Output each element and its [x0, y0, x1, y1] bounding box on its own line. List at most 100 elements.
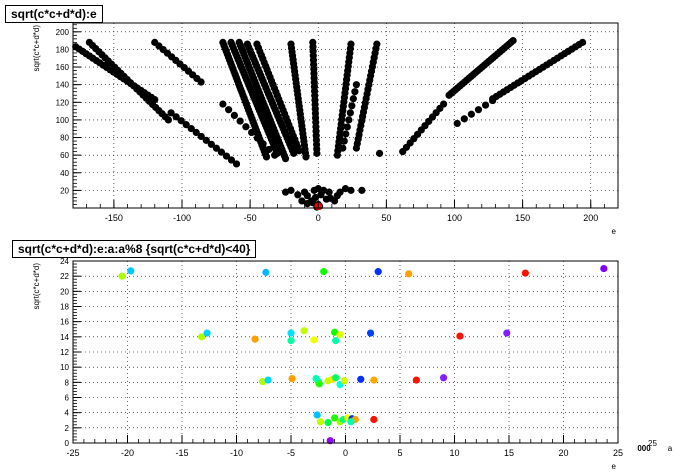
z-axis-tick-label: 000	[637, 444, 651, 453]
data-point	[309, 199, 317, 207]
y-tick-label: 4	[65, 409, 70, 418]
data-point	[253, 134, 261, 142]
x-tick-label: -10	[230, 448, 243, 458]
data-point	[300, 327, 308, 335]
data-point	[316, 418, 325, 426]
data-point	[262, 153, 271, 161]
data-point	[341, 185, 350, 193]
data-point	[600, 264, 608, 273]
data-point	[294, 191, 302, 199]
data-point	[295, 147, 303, 155]
y-tick-label: 10	[60, 363, 69, 372]
data-point	[370, 415, 378, 424]
data-point	[352, 81, 360, 89]
data-point	[172, 113, 180, 121]
data-point	[219, 100, 227, 108]
data-point	[198, 333, 206, 341]
x-tick-label: -150	[105, 213, 123, 223]
data-point	[222, 152, 231, 160]
data-point	[302, 153, 310, 161]
data-point	[374, 268, 382, 276]
data-point	[287, 186, 295, 194]
y-tick-label: 12	[60, 348, 69, 357]
y-tick-label: 140	[56, 81, 70, 90]
data-point	[259, 377, 267, 386]
data-point	[481, 101, 490, 109]
y-tick-label: 0	[65, 439, 70, 448]
data-point	[358, 186, 366, 194]
data-point	[192, 128, 200, 137]
y-tick-label: 60	[60, 151, 69, 160]
data-point	[127, 267, 135, 275]
data-point	[352, 144, 360, 152]
data-point	[207, 140, 215, 148]
data-point	[313, 149, 321, 157]
data-point	[320, 268, 328, 276]
data-point	[167, 109, 175, 117]
data-point	[370, 376, 378, 384]
y-tick-label: 40	[60, 169, 69, 178]
y-tick-label: 2	[65, 424, 70, 433]
data-point	[366, 329, 375, 337]
data-point	[347, 186, 355, 194]
data-point	[331, 328, 339, 336]
y-tick-label: 180	[56, 45, 70, 54]
x-tick-label: 10	[449, 448, 459, 458]
y-tick-label: 14	[60, 333, 69, 342]
x-tick-label: 15	[504, 448, 514, 458]
x-tick-label: -20	[121, 448, 134, 458]
data-point	[287, 337, 295, 345]
plot-2: -25 -20 -15 -10 -5 0 5 10 15 20 250246810121416182…	[32, 257, 673, 471]
x-tick-label: -5	[287, 448, 295, 458]
x-tick-label: 0	[343, 448, 348, 458]
data-point	[197, 132, 205, 141]
data-point	[325, 188, 333, 196]
data-point	[412, 376, 420, 384]
data-point	[345, 116, 353, 124]
data-point	[324, 418, 332, 427]
y-axis-label: sqrt(c*c+d*d)	[32, 263, 41, 310]
data-point	[281, 155, 290, 163]
data-point	[399, 148, 407, 156]
y-tick-label: 22	[60, 272, 69, 281]
data-point	[311, 193, 320, 202]
data-point	[340, 137, 348, 145]
y-tick-label: 20	[60, 186, 69, 195]
x-axis-label: e	[612, 462, 617, 471]
plot-1: -150 -100 -50 0 50 100 150 200 20 40 60 80 100 120 140…	[32, 22, 619, 236]
y-tick-label: 20	[60, 287, 69, 296]
x-tick-label: 150	[515, 213, 530, 223]
data-point	[288, 374, 296, 383]
data-point	[313, 411, 321, 419]
data-point	[340, 377, 349, 385]
x-tick-label: 0	[316, 213, 321, 223]
plot-2-axes: -25 -20 -15 -10 -5 0 5 10 15 20 250246810121416182…	[32, 257, 673, 471]
data-point	[251, 335, 259, 343]
data-point	[227, 156, 236, 164]
data-point	[349, 95, 357, 103]
x-tick-label: 50	[381, 213, 391, 223]
data-point	[351, 88, 359, 96]
y-tick-label: 200	[56, 28, 70, 37]
x-tick-label: 5	[397, 448, 402, 458]
plot-1-axes: -150 -100 -50 0 50 100 150 200 20 40 60 80 100 120 140…	[32, 24, 619, 236]
data-point	[405, 270, 413, 278]
data-point	[242, 123, 250, 131]
y-tick-label: 16	[60, 318, 69, 327]
data-point	[336, 188, 344, 196]
data-point	[474, 106, 483, 114]
x-tick-label: -25	[66, 448, 79, 458]
data-point	[187, 124, 195, 133]
x-tick-label: -50	[244, 213, 257, 223]
data-point	[271, 151, 279, 159]
data-point	[298, 197, 306, 205]
y-tick-label: 24	[60, 257, 69, 266]
data-point	[331, 414, 339, 422]
data-point	[212, 144, 220, 152]
x-tick-label: 200	[583, 213, 598, 223]
data-point	[290, 149, 298, 157]
data-point	[264, 376, 272, 384]
data-point	[445, 91, 453, 99]
data-point	[182, 121, 190, 129]
